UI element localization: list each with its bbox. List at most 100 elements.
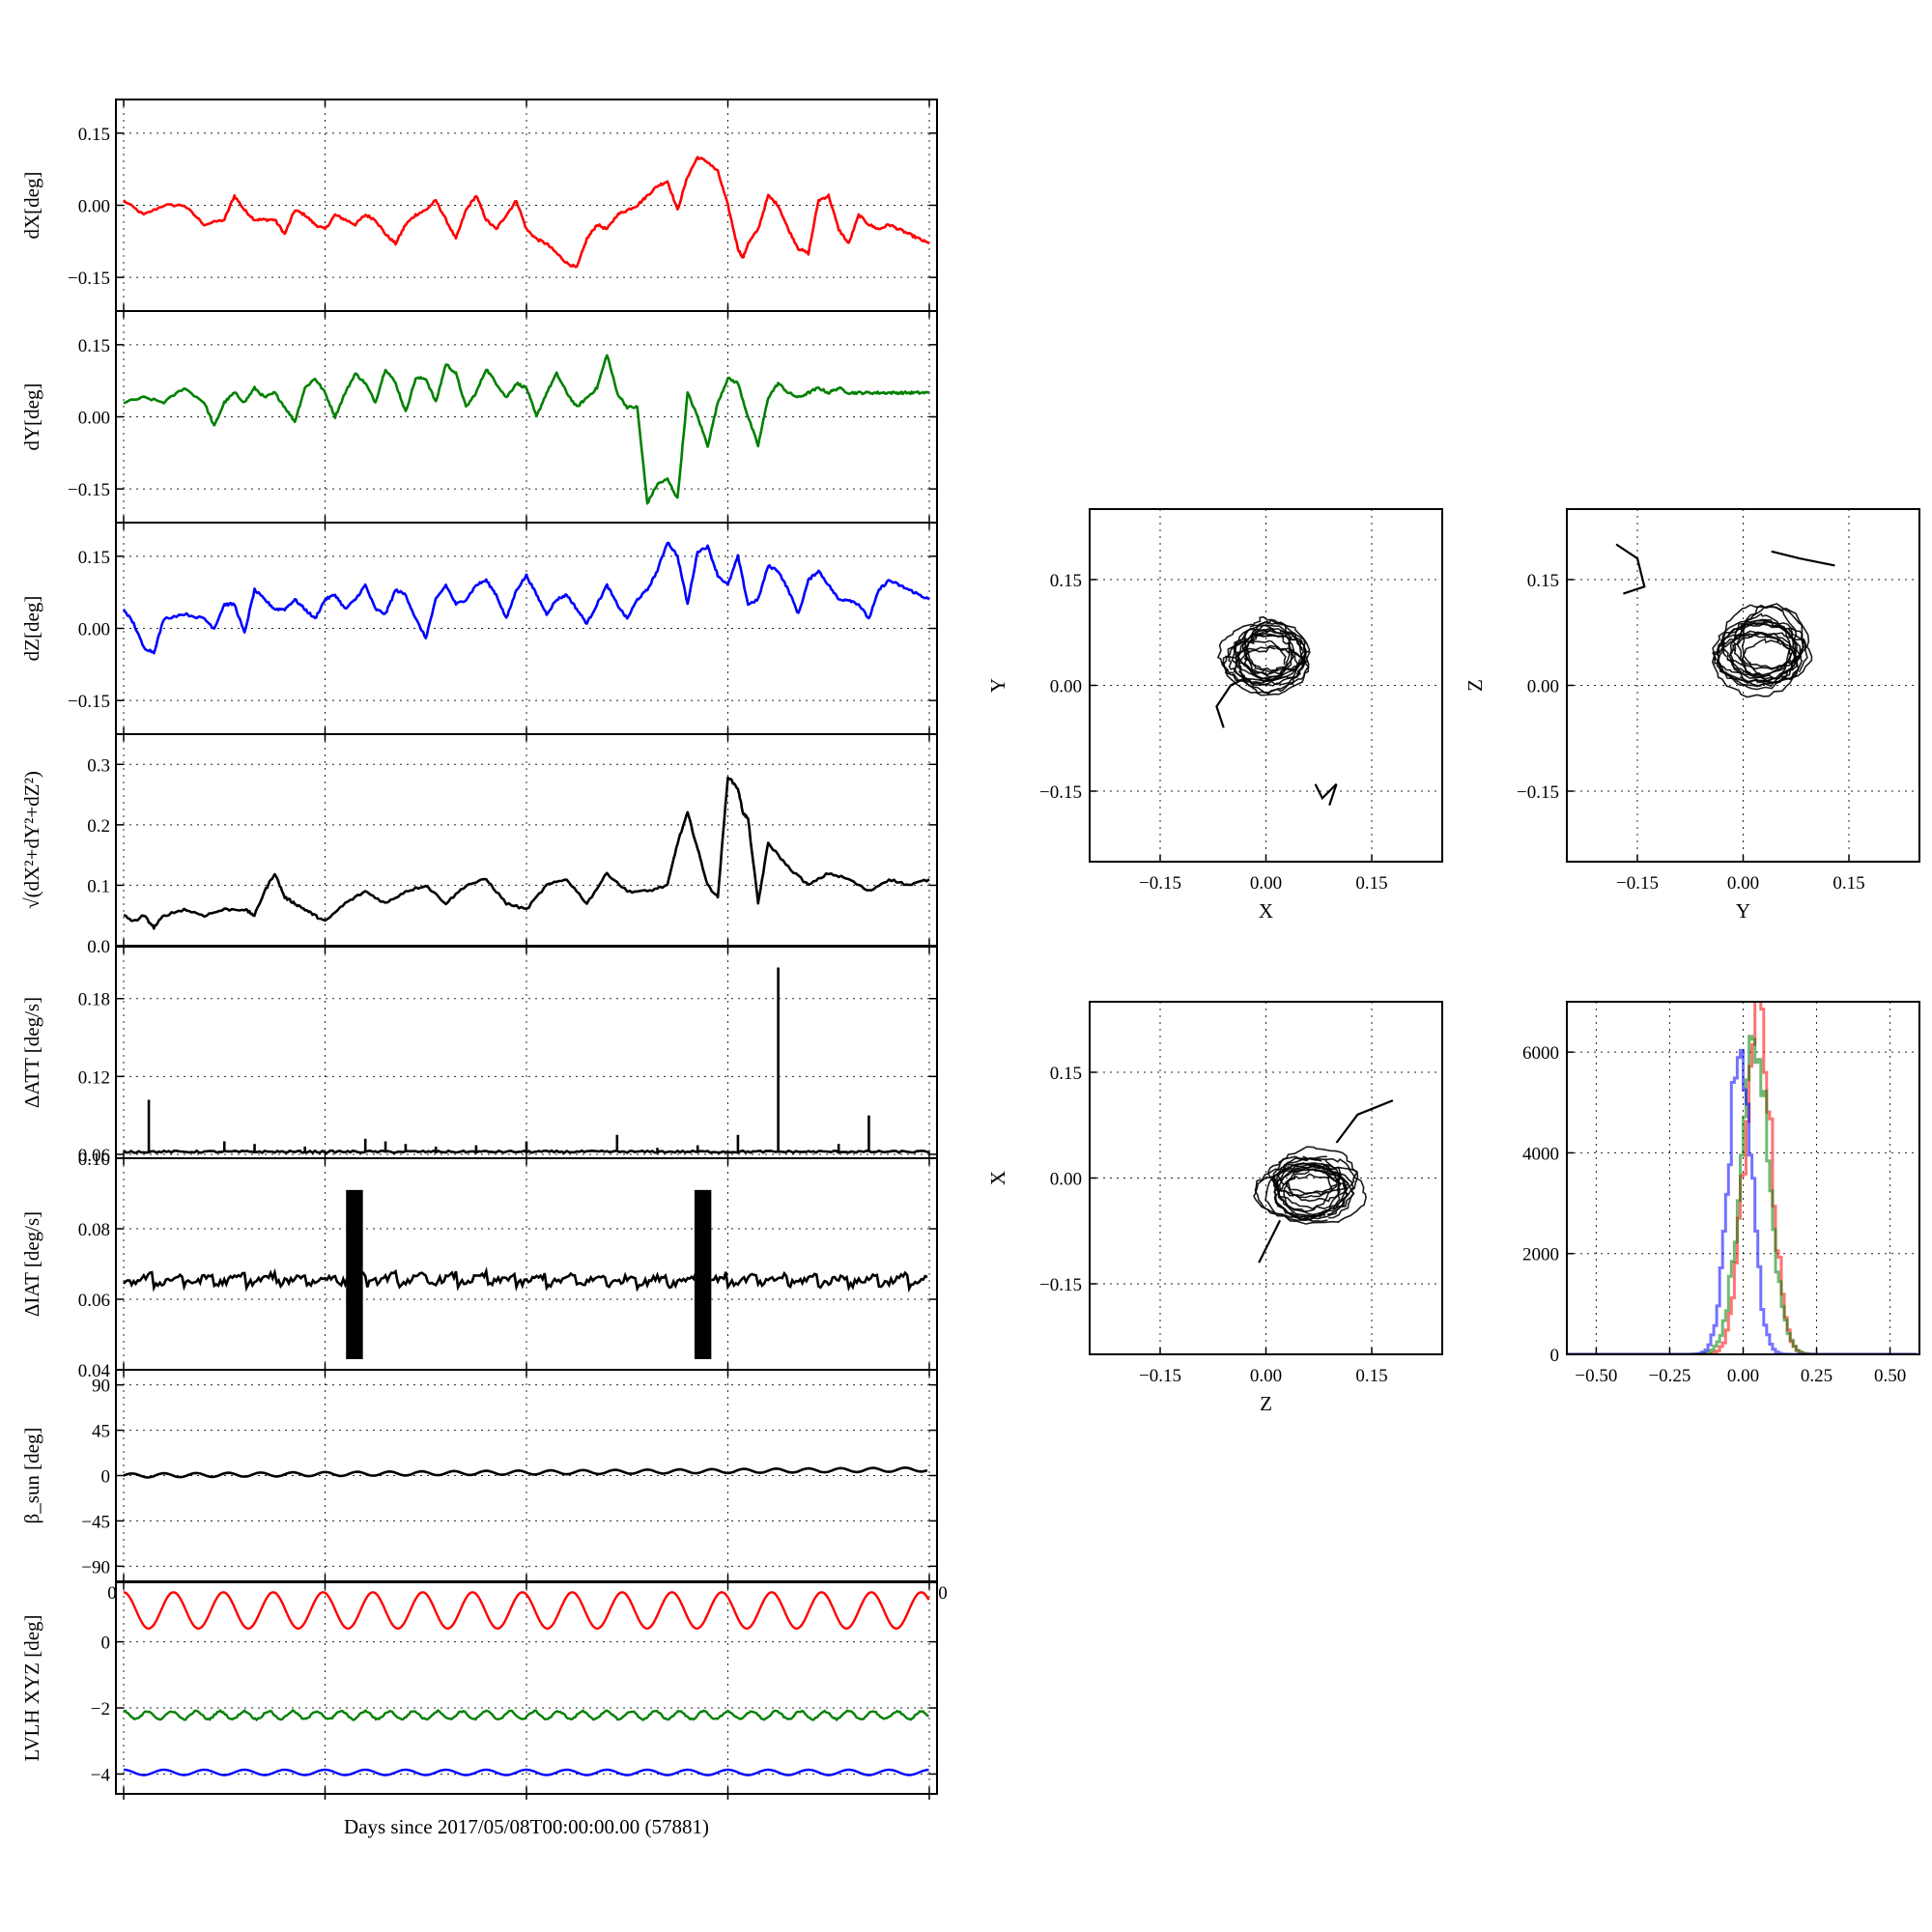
ytick-label: −0.15 [1039, 1275, 1082, 1295]
ytick-label: 0.00 [1527, 677, 1559, 697]
scatter-track [1729, 612, 1792, 688]
data-line-dIAT [123, 1266, 928, 1293]
ylabel-ZX: X [986, 1171, 1009, 1185]
ylabel-dIAT: ΔIAT [deg/s] [20, 1211, 43, 1317]
xtick-label: 0.15 [1833, 873, 1864, 894]
series-dY [123, 354, 930, 505]
hist-series-1 [1567, 1035, 1917, 1354]
ytick-label: 0.15 [1527, 571, 1559, 591]
series-dX [123, 156, 930, 269]
ylabel-XY: Y [986, 678, 1009, 693]
scatter-track [1731, 619, 1807, 669]
ylabel-lvlh: LVLH XYZ [deg] [20, 1614, 43, 1761]
data-line-dX [123, 156, 930, 269]
scatter-track [1277, 1173, 1350, 1216]
xtick-label: −0.25 [1648, 1366, 1690, 1386]
ytick-label: 0.18 [78, 990, 110, 1010]
xtick-label: 0.25 [1801, 1366, 1833, 1386]
xtick-label: −0.15 [1139, 873, 1181, 894]
panel-beta_sun: −90 −45 0 45 90 β_sun [deg] [20, 1369, 938, 1582]
ytick-label: 2000 [1522, 1245, 1559, 1265]
ylabel-beta_sun: β_sun [deg] [20, 1428, 43, 1524]
lvlh-series-2 [123, 1768, 929, 1776]
series-dIAT [123, 1189, 928, 1360]
ytick-label: −0.15 [68, 269, 110, 289]
panel-frame [115, 733, 938, 947]
scatter-track [1237, 627, 1312, 679]
ytick-label: 0.0 [87, 937, 110, 957]
xtick-label: 0.15 [1355, 1366, 1387, 1386]
panel-dIAT: 0.04 0.06 0.08 0.10 ΔIAT [deg/s] [20, 1150, 938, 1381]
scatter-track [1243, 615, 1293, 683]
panel-dR: 0.0 0.1 0.2 0.3 √(dX²+dY²+dZ²) [20, 733, 938, 957]
ytick-label: −0.15 [68, 480, 110, 500]
ytick-label: 0.12 [78, 1067, 110, 1088]
ytick-label: 0.2 [87, 816, 110, 837]
xtick-label: 0.00 [1727, 1366, 1759, 1386]
time-axis-label: Days since 2017/05/08T00:00:00.00 (57881… [344, 1815, 709, 1838]
ylabel-dR: √(dX²+dY²+dZ²) [20, 771, 43, 909]
time-tick-label: 0 [107, 1583, 117, 1604]
ytick-label: 0.00 [1050, 677, 1082, 697]
series-dR [123, 776, 930, 930]
panel-dATT: 0.06 0.12 0.18 ΔATT [deg/s] [20, 946, 938, 1166]
scatter-track [1222, 633, 1310, 696]
data-line-dR [123, 776, 930, 930]
ytick-label: 0.15 [1050, 1064, 1082, 1084]
scatter-arm [1258, 1219, 1282, 1264]
ytick-label: 0 [101, 1467, 111, 1488]
scatter-arm [1215, 677, 1246, 728]
panel-frame [1089, 508, 1443, 863]
scatter-arm [1771, 550, 1835, 567]
panel-lvlh: −4 −2 0 LVLH XYZ [deg] [20, 1581, 938, 1795]
ylabel-YZ: Z [1463, 679, 1487, 692]
panel-XY: −0.15 −0.15 0.00 0.00 0.15 0.15 X Y [986, 508, 1443, 923]
ytick-label: −0.15 [1039, 782, 1082, 803]
scatter-arm [1615, 543, 1646, 595]
scatter-track [1222, 639, 1288, 686]
scatter-track [1277, 1155, 1358, 1197]
time-tick-label: 0 [938, 1583, 948, 1604]
panel-frame [1566, 508, 1920, 863]
scatter-XY [1215, 615, 1338, 806]
xtick-label: 0.50 [1874, 1366, 1906, 1386]
ytick-label: 0.15 [78, 336, 110, 356]
scatter-YZ [1615, 543, 1835, 698]
ytick-label: 4000 [1522, 1144, 1559, 1164]
ytick-label: 0.04 [78, 1361, 111, 1381]
ytick-label: 0.1 [87, 876, 110, 896]
ytick-label: 0.15 [78, 548, 110, 568]
scatter-track [1715, 633, 1793, 678]
panel-hist: −0.50 −0.25 0.00 0.25 0.50 0 2000 4000 6000 [1522, 1001, 1920, 1386]
panel-frame [115, 946, 938, 1159]
ytick-label: 0.3 [87, 755, 110, 776]
panel-frame [115, 1157, 938, 1371]
series-dATT [123, 967, 930, 1154]
panel-dY: −0.15 0.00 0.15 dY[deg] [20, 310, 938, 524]
ytick-label: −4 [91, 1765, 111, 1785]
scatter-track [1717, 619, 1802, 691]
data-line-dATT [123, 1149, 930, 1154]
ytick-label: 90 [92, 1377, 110, 1397]
ylabel-dX: dX[deg] [20, 172, 43, 240]
series-lvlh [123, 1591, 930, 1776]
scatter-arm [1335, 1099, 1394, 1144]
data-line-dY [123, 354, 930, 505]
panel-ZX: −0.15 −0.15 0.00 0.00 0.15 0.15 Z X [986, 1001, 1443, 1415]
xtick-label: 0.15 [1355, 873, 1387, 894]
ytick-label: −2 [91, 1699, 110, 1719]
ytick-label: 0.15 [78, 125, 110, 145]
panel-frame [1089, 1001, 1443, 1355]
panel-dZ: −0.15 0.00 0.15 dZ[deg] [20, 522, 938, 735]
xtick-label: 0.00 [1250, 1366, 1282, 1386]
scatter-track [1721, 621, 1805, 670]
ytick-label: 45 [92, 1422, 110, 1442]
ylabel-text: √(dX²+dY²+dZ²) [20, 771, 43, 909]
ytick-label: 0.06 [78, 1291, 110, 1311]
ytick-label: 0.06 [78, 1146, 110, 1166]
series-beta_sun [123, 1465, 928, 1479]
data-line-beta_sun [123, 1465, 928, 1479]
ytick-label: 0 [101, 1634, 111, 1654]
panel-dX: −0.15 0.00 0.15 dX[deg] [20, 99, 938, 312]
